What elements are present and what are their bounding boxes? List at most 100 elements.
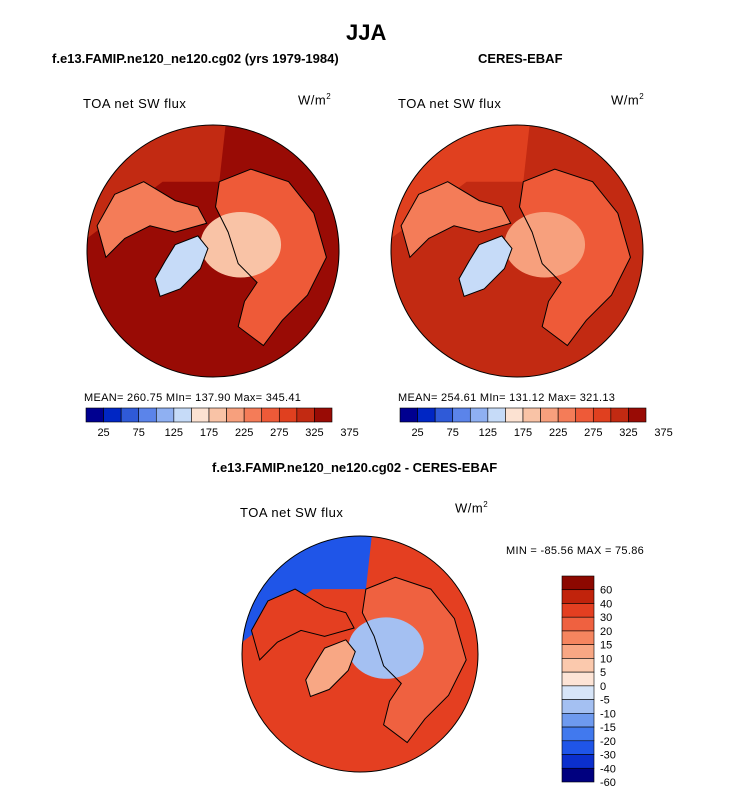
panel-3-map-boundary xyxy=(241,535,479,773)
panel-2-map-boundary xyxy=(390,124,644,378)
panel-3-colorbar-swatch xyxy=(561,658,595,673)
panel-2-colorbar-swatch xyxy=(575,407,594,423)
panel-2-colorbar-swatch xyxy=(610,407,629,423)
panel-2-colorbar-tick-label: 325 xyxy=(619,427,637,439)
panel-1-units-exp: 2 xyxy=(326,92,332,101)
panel-3-colorbar-tick-label: -15 xyxy=(600,722,616,734)
panel-3-colorbar-tick-label: -20 xyxy=(600,736,616,748)
panel-3-field xyxy=(242,536,478,772)
panel-3-stats: MIN = -85.56 MAX = 75.86 xyxy=(506,545,645,557)
panel-3-colorbar-swatch xyxy=(561,671,595,687)
panel-2-colorbar-swatch xyxy=(434,407,454,423)
panel-2-units-exp: 2 xyxy=(639,92,645,101)
panel-3-colorbar-tick-label: 40 xyxy=(600,598,612,610)
panel-3-colorbar-swatch xyxy=(561,630,595,645)
panel-1-colorbar-tick-label: 275 xyxy=(270,427,288,439)
figure-title: JJA xyxy=(346,20,387,45)
panel-2-colorbar-swatch xyxy=(628,407,647,423)
panel-2-stats: MEAN= 254.61 MIn= 131.12 Max= 321.13 xyxy=(398,392,616,404)
panel-1-colorbar-swatch xyxy=(314,407,333,423)
panel-2-colorbar-tick-label: 25 xyxy=(411,427,423,439)
panel-3-colorbar-tick-label: 20 xyxy=(600,626,612,638)
panel-3-colorbar-swatch xyxy=(561,589,595,604)
panel-1-units-label: W/m2 xyxy=(298,92,331,107)
panel-3-coastline-0 xyxy=(305,639,356,698)
panel-3-colorbar-tick-label: -40 xyxy=(600,763,616,775)
panel-3-variable-label: TOA net SW flux xyxy=(240,505,344,520)
panel-3-colorbar-swatch xyxy=(561,699,595,714)
panel-1-colorbar-tick-label: 75 xyxy=(133,427,145,439)
panel-2-colorbar-tick-label: 125 xyxy=(479,427,497,439)
panel-1-colorbar: 25 75 125 175 225 275 325 375 xyxy=(85,407,359,439)
panel-3-colorbar-tick-label: 10 xyxy=(600,653,612,665)
panel-3-colorbar-tick-label: -5 xyxy=(600,695,610,707)
panel-1-variable-label: TOA net SW flux xyxy=(83,96,187,111)
panel-2-region-greenland xyxy=(459,235,512,297)
panel-3-colorbar-tick-label: -60 xyxy=(600,777,616,789)
panel-3-polar-map xyxy=(241,535,479,773)
panel-3-colorbar-tick-label: -10 xyxy=(600,708,616,720)
panel-2-colorbar-tick-label: 375 xyxy=(654,427,672,439)
panel-3-colorbar-swatch xyxy=(561,575,595,591)
panel-1-colorbar-swatch xyxy=(296,407,315,423)
panel-1-colorbar-tick-label: 125 xyxy=(165,427,183,439)
panel-1-coastline-0 xyxy=(154,235,209,298)
panel-1-region-arctic-ocean xyxy=(200,211,282,278)
panel-1-colorbar-swatch xyxy=(120,407,140,423)
panel-1-colorbar-tick-label: 325 xyxy=(305,427,323,439)
panel-3-colorbar-swatch xyxy=(561,767,595,783)
panel-3-colorbar-tick-label: 0 xyxy=(600,681,606,693)
panel-1-field xyxy=(87,125,339,377)
panel-2-colorbar-swatch xyxy=(399,407,418,423)
panel-3-colorbar-tick-label: 5 xyxy=(600,667,606,679)
panel-2-colorbar-swatch xyxy=(487,407,506,423)
panel-3-units-base: W/m xyxy=(455,500,484,516)
panel-2-polar-map xyxy=(390,124,644,378)
panel-2-colorbar-tick-label: 225 xyxy=(549,427,567,439)
panel-2-variable-label: TOA net SW flux xyxy=(398,96,502,111)
panel-1-colorbar-swatch xyxy=(191,407,210,423)
panel-2-units-base: W/m xyxy=(611,92,640,108)
panel-3-colorbar-swatch xyxy=(561,685,595,700)
panel-1-colorbar-tick-label: 175 xyxy=(200,427,218,439)
panel-1-colorbar-swatch xyxy=(278,407,298,423)
panel-2-colorbar-swatch xyxy=(452,407,471,423)
panel-1-colorbar-tick-label: 25 xyxy=(97,427,109,439)
panel-3-region-arctic-ocean xyxy=(348,617,424,679)
panel-1-coastline-1 xyxy=(96,181,208,259)
panel-2-region-arctic-ocean xyxy=(504,211,586,278)
panel-2-colorbar-swatch xyxy=(540,407,559,423)
panel-1-region-greenland xyxy=(155,235,208,297)
panel-3-coastline-1 xyxy=(250,588,355,661)
panel-3-colorbar-swatch xyxy=(561,616,595,632)
panel-1-colorbar-swatch xyxy=(173,407,192,423)
panel-3-units-label: W/m2 xyxy=(455,500,488,515)
panel-1-title: f.e13.FAMIP.ne120_ne120.cg02 (yrs 1979-1… xyxy=(52,51,339,66)
panel-1-stats: MEAN= 260.75 MIn= 137.90 Max= 345.41 xyxy=(84,392,302,404)
panel-2-coastline-2 xyxy=(519,168,631,347)
panel-2-colorbar: 25 75 125 175 225 275 325 375 xyxy=(399,407,673,439)
panel-3-colorbar-swatch xyxy=(561,644,595,659)
panel-1-coastline-2 xyxy=(215,168,327,347)
panel-2-colorbar-tick-label: 175 xyxy=(514,427,532,439)
panel-1-colorbar-tick-label: 375 xyxy=(340,427,358,439)
panel-1-colorbar-swatch xyxy=(85,407,104,423)
panel-3-title: f.e13.FAMIP.ne120_ne120.cg02 - CERES-EBA… xyxy=(212,460,498,475)
panel-2-colorbar-swatch xyxy=(592,407,612,423)
panel-3-colorbar-swatch xyxy=(561,726,595,742)
panel-3-colorbar-tick-label: 30 xyxy=(600,612,612,624)
panel-3-units-exp: 2 xyxy=(483,500,489,509)
panel-3-colorbar-swatch xyxy=(561,603,595,618)
panel-1-colorbar-swatch xyxy=(226,407,245,423)
panel-3-colorbar-swatch xyxy=(561,740,595,755)
panel-1-polar-map xyxy=(86,124,340,378)
panel-1-map-boundary xyxy=(86,124,340,378)
panel-2-units-label: W/m2 xyxy=(611,92,644,107)
panel-3-region-greenland xyxy=(305,639,356,697)
panel-1-colorbar-swatch xyxy=(155,407,175,423)
panel-2-colorbar-swatch xyxy=(557,407,577,423)
panel-1-colorbar-tick-label: 225 xyxy=(235,427,253,439)
panel-1-units-base: W/m xyxy=(298,92,327,108)
panel-3-colorbar-swatch xyxy=(561,754,595,769)
